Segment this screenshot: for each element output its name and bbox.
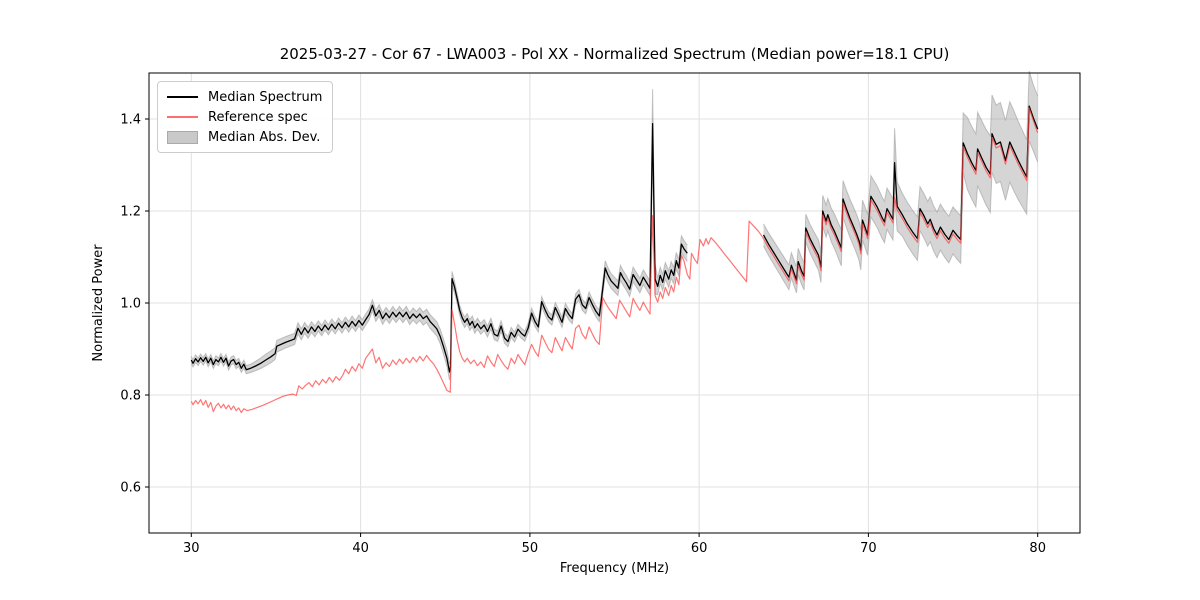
median-spectrum-line <box>190 105 1039 373</box>
y-tick-label: 1.0 <box>120 297 141 312</box>
x-tick-label: 60 <box>691 541 708 556</box>
x-tick-label: 80 <box>1029 541 1046 556</box>
x-tick-label: 30 <box>183 541 200 556</box>
legend-item-median-spectrum: Median Spectrum <box>167 87 322 107</box>
x-tick-label: 50 <box>522 541 539 556</box>
legend-item-median-abs-dev: Median Abs. Dev. <box>167 127 322 147</box>
legend-item-label: Median Spectrum <box>208 89 323 105</box>
y-tick-label: 1.2 <box>120 205 141 220</box>
mad-patch-swatch <box>167 130 201 144</box>
x-tick-label: 40 <box>352 541 369 556</box>
axis-ticks: 30 40 50 60 70 80 0.6 0.8 1.0 1.2 1.4 <box>120 113 1046 557</box>
legend-item-label: Median Abs. Dev. <box>208 129 321 145</box>
y-tick-label: 1.4 <box>120 113 141 128</box>
x-axis-label: Frequency (MHz) <box>559 561 670 576</box>
plot-title: 2025-03-27 - Cor 67 - LWA003 - Pol XX - … <box>279 45 950 63</box>
legend-item-label: Reference spec <box>208 109 308 125</box>
y-axis-label: Normalized Power <box>91 244 106 362</box>
legend-item-reference-spec: Reference spec <box>167 107 322 127</box>
legend: Median Spectrum Reference spec Median Ab… <box>157 81 334 153</box>
y-tick-label: 0.6 <box>120 481 141 496</box>
y-tick-label: 0.8 <box>120 389 141 404</box>
median-spectrum-line-swatch <box>167 96 201 98</box>
mad-band <box>190 71 1039 381</box>
reference-spec-line <box>190 107 1039 414</box>
x-tick-label: 70 <box>860 541 877 556</box>
reference-spec-line-swatch <box>167 116 201 118</box>
